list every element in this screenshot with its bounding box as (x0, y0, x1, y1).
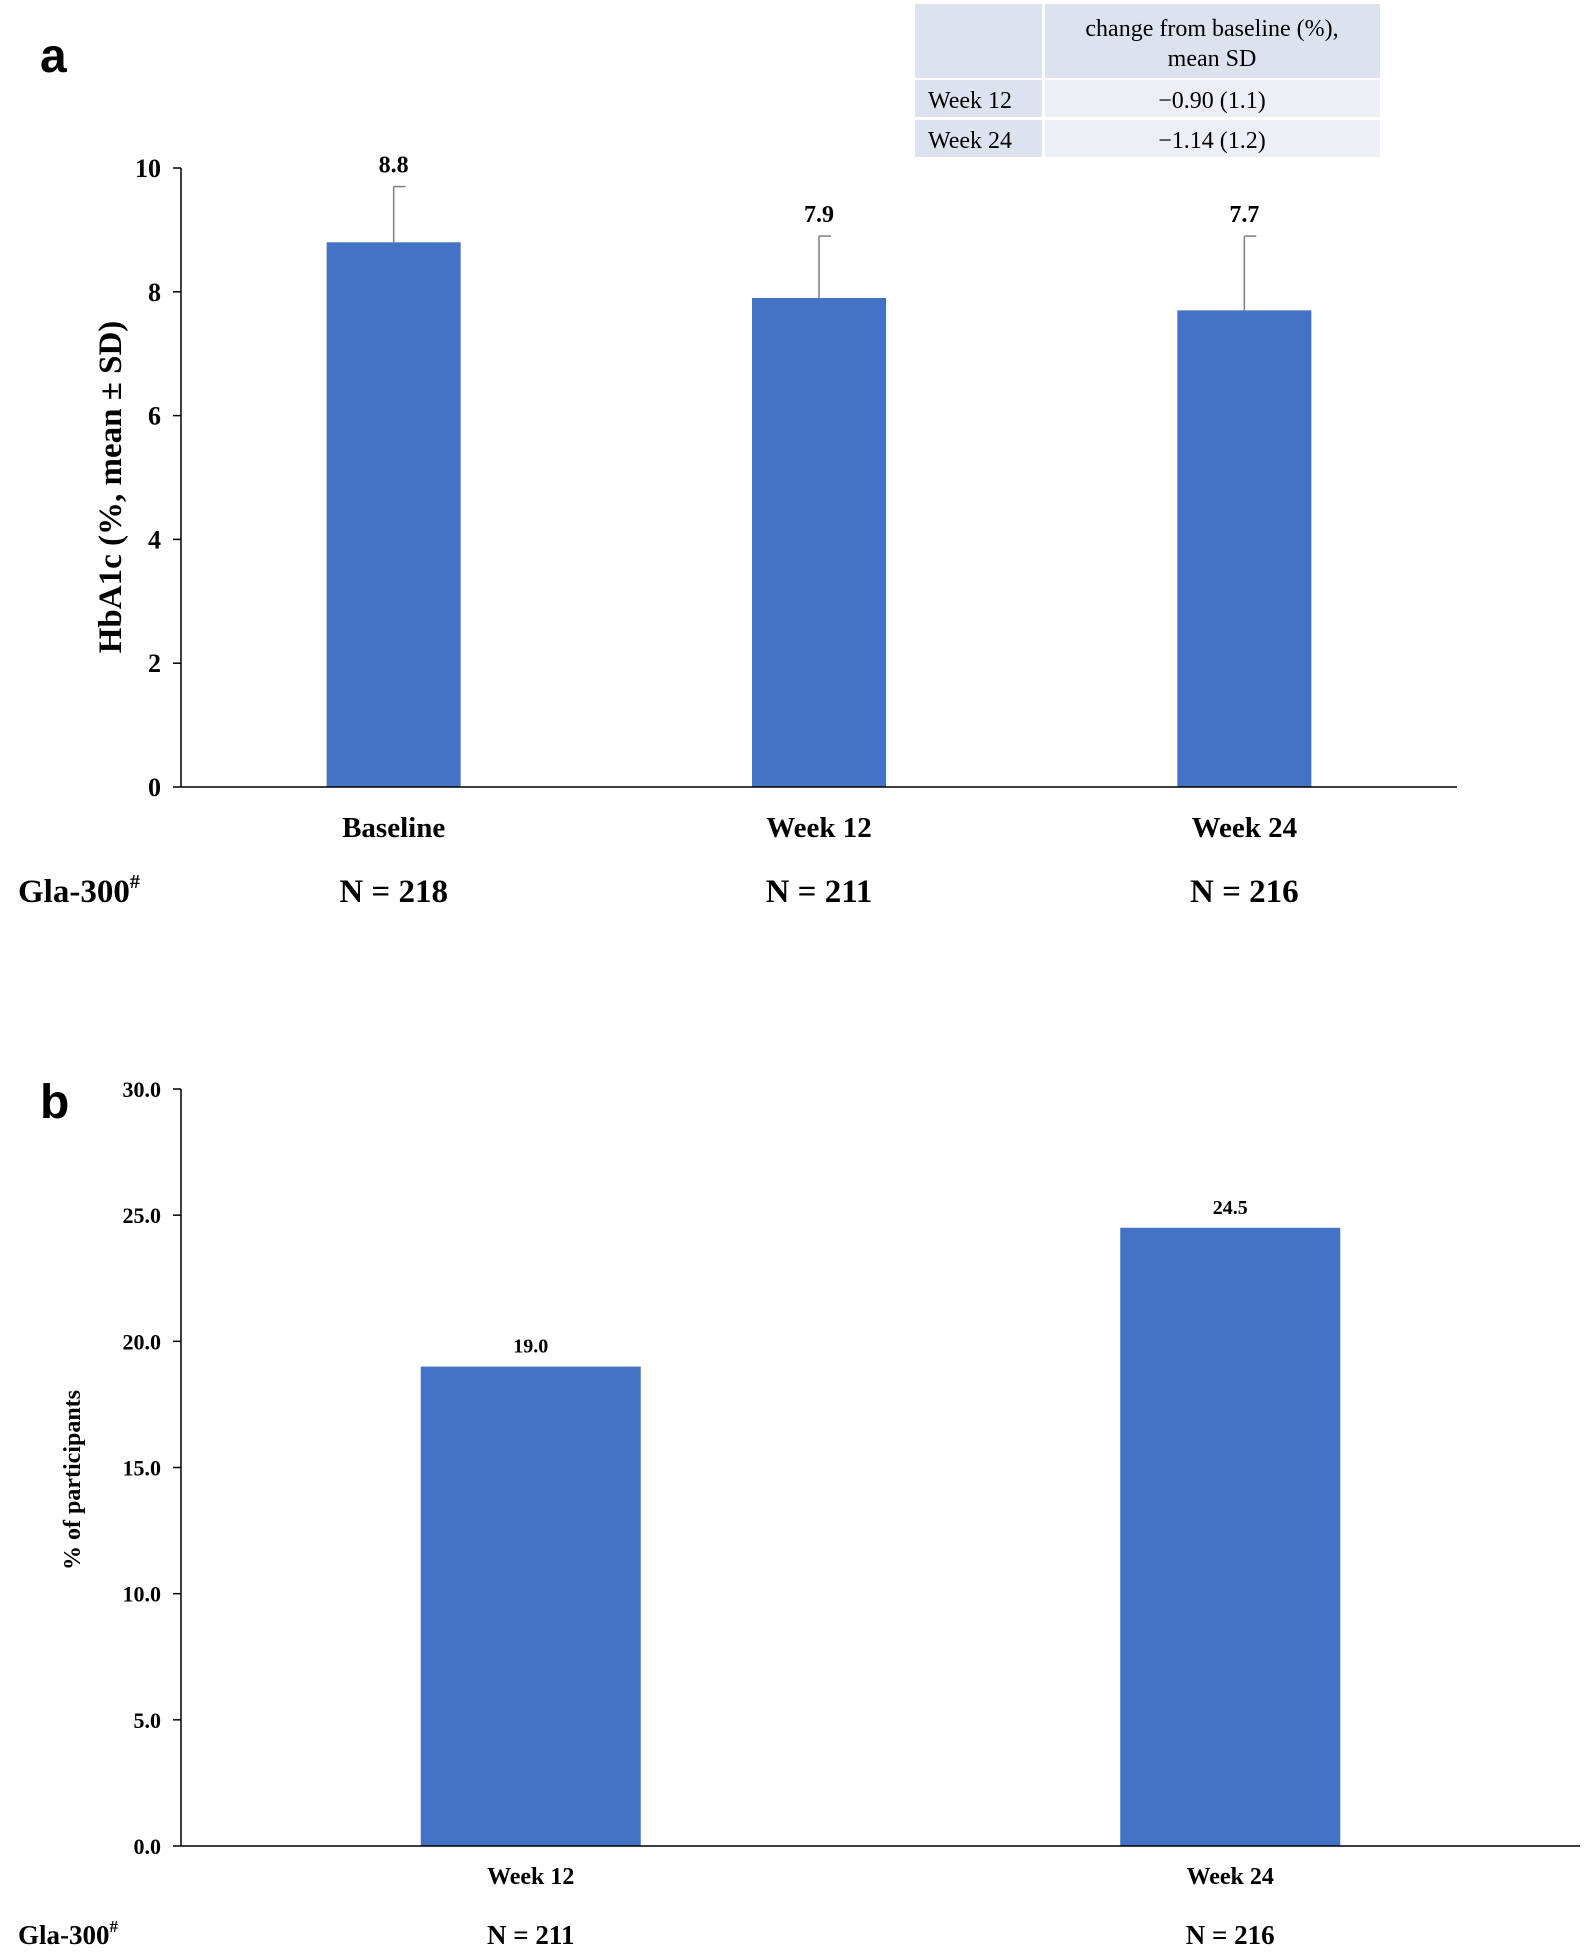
table-row-value: −0.90 (1.1) (1158, 88, 1266, 114)
panel-b: b % of participants 0.0 5.0 10.0 15.0 20.0 25… (18, 1076, 1580, 1950)
y-tick-label: 20.0 (123, 1329, 162, 1354)
y-tick-label: 15.0 (123, 1456, 162, 1481)
bar (1177, 310, 1312, 787)
panel-a: a change from baseline (%), mean SD Week… (18, 4, 1457, 910)
group-label-text: Gla-300 (18, 874, 130, 910)
panel-b-plot: 0.0 5.0 10.0 15.0 20.0 25.0 30.0 19.0 Week 12 N =… (123, 1077, 1341, 1950)
data-label: 24.5 (1213, 1197, 1248, 1219)
group-label: Gla-300# (18, 1917, 119, 1950)
y-axis-title: HbA1c (%, mean ± SD) (93, 321, 129, 654)
group-label-sup: # (130, 871, 140, 893)
table-row-value: −1.14 (1.2) (1158, 128, 1266, 154)
y-tick-label: 5.0 (134, 1708, 162, 1733)
panel-b-label: b (40, 1076, 69, 1129)
panel-a-label: a (40, 30, 67, 83)
panel-a-plot: 0 2 4 6 8 10 8.8 Baseline N = 218 7.9 Week 12 N = 2… (135, 153, 1312, 910)
y-tick-label: 4 (148, 525, 161, 554)
y-tick-label: 30.0 (123, 1077, 162, 1102)
x-tick-label: Week 12 (766, 812, 872, 844)
bar (420, 1366, 641, 1846)
change-table: change from baseline (%), mean SD Week 1… (915, 4, 1380, 157)
y-tick-label: 25.0 (123, 1203, 162, 1228)
group-label-text: Gla-300 (18, 1920, 110, 1950)
table-row-value-cell (1045, 120, 1380, 157)
data-label: 19.0 (513, 1336, 548, 1358)
table-header-corner (915, 4, 1042, 78)
y-tick-label: 10.0 (123, 1582, 162, 1607)
y-tick-label: 6 (148, 402, 161, 431)
x-tick-label: Week 24 (1192, 812, 1298, 844)
table-row-label-cell (915, 120, 1042, 157)
y-tick-label: 8 (148, 278, 161, 307)
y-axis-title: % of participants (60, 1390, 86, 1570)
n-label: N = 218 (339, 874, 448, 910)
n-label: N = 211 (487, 1920, 574, 1950)
table-row-label: Week 24 (928, 128, 1012, 154)
table-header-line-1: change from baseline (%), (1085, 16, 1338, 42)
y-tick-label: 10 (135, 154, 161, 183)
bar (752, 297, 886, 787)
data-label: 7.7 (1229, 202, 1259, 228)
n-label: N = 216 (1190, 874, 1299, 910)
group-label-sup: # (110, 1917, 119, 1936)
n-label: N = 216 (1186, 1920, 1275, 1950)
table-header-cell (1045, 4, 1380, 78)
n-label: N = 211 (766, 874, 873, 910)
x-tick-label: Week 24 (1187, 1864, 1274, 1890)
bar (1120, 1227, 1341, 1846)
data-label: 8.8 (379, 153, 409, 179)
y-tick-label: 0 (148, 773, 161, 802)
x-tick-label: Week 12 (487, 1864, 574, 1890)
bar (326, 242, 461, 787)
x-tick-label: Baseline (342, 812, 445, 844)
table-row-label: Week 12 (928, 88, 1012, 114)
table-row-label-cell (915, 80, 1042, 117)
table-header-line-2: mean SD (1168, 46, 1257, 72)
group-label: Gla-300# (18, 871, 140, 910)
table-row-value-cell (1045, 80, 1380, 117)
data-label: 7.9 (804, 202, 834, 228)
y-tick-label: 2 (148, 649, 161, 678)
y-tick-label: 0.0 (134, 1834, 162, 1859)
